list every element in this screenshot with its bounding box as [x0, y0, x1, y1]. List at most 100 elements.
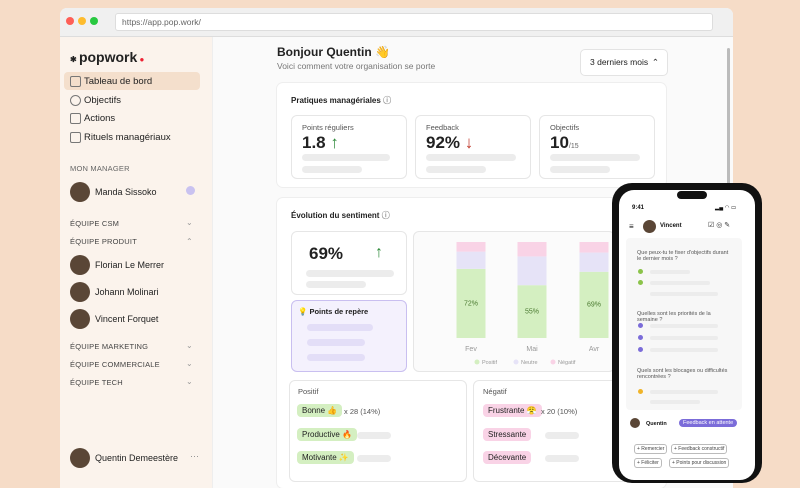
- chevron[interactable]: ⌄: [186, 377, 193, 386]
- greeting: Bonjour Quentin 👋: [277, 45, 390, 59]
- team[interactable]: ÉQUIPE TECH: [70, 378, 123, 387]
- avatar: [70, 182, 90, 202]
- dot: [638, 347, 643, 352]
- nav-item[interactable]: Actions: [84, 113, 116, 124]
- value-label: 72%: [464, 300, 478, 307]
- phone-name: Vincent: [660, 223, 682, 229]
- minimize[interactable]: [78, 17, 86, 25]
- word-tag: Motivante ✨: [297, 451, 354, 464]
- word-count: x 20 (10%): [541, 407, 578, 416]
- question: Quelles sont les priorités de la semaine…: [637, 311, 711, 323]
- nav-item[interactable]: Objectifs: [84, 95, 121, 106]
- logo: ✱ popwork ●: [70, 49, 145, 65]
- skeleton: [650, 281, 710, 285]
- skeleton: [302, 154, 390, 161]
- icon: [70, 95, 81, 106]
- question: Que peux-tu te fixer d'objectifs durant …: [637, 250, 729, 262]
- word-tag: Frustrante 😤: [483, 404, 542, 417]
- member[interactable]: Vincent Forquet: [95, 314, 159, 324]
- skeleton: [550, 166, 610, 173]
- skeleton: [307, 339, 365, 346]
- skeleton: [650, 348, 718, 352]
- team[interactable]: ÉQUIPE COMMERCIALE: [70, 360, 160, 369]
- member[interactable]: Johann Molinari: [95, 287, 159, 297]
- landmarks-title: 💡 Points de repère: [298, 307, 369, 316]
- dot: [638, 335, 643, 340]
- nav-item[interactable]: Rituels managériaux: [84, 132, 171, 143]
- skeleton: [550, 154, 640, 161]
- member[interactable]: Florian Le Merrer: [95, 260, 165, 270]
- page: https://app.pop.work/ ✱ popwork ● Tablea…: [60, 8, 762, 488]
- legend-swatch: [474, 359, 480, 365]
- stat-label: Points réguliers: [302, 123, 354, 132]
- chevron[interactable]: ⌄: [186, 341, 193, 350]
- team[interactable]: ÉQUIPE MARKETING: [70, 342, 149, 351]
- avatar: [643, 220, 656, 233]
- skeleton: [545, 432, 579, 439]
- box-title: Négatif: [483, 387, 507, 396]
- dot: [638, 323, 643, 328]
- status-icons: ▂▄ ◠ ▭: [715, 205, 737, 211]
- bar-segment: [517, 256, 547, 286]
- skeleton: [426, 154, 516, 161]
- trend: ↑: [375, 244, 383, 261]
- skeleton: [307, 324, 373, 331]
- skeleton: [545, 455, 579, 462]
- skeleton: [650, 336, 718, 340]
- scrollbar: [727, 48, 730, 188]
- bar-segment: [579, 271, 609, 338]
- icon: [70, 132, 81, 143]
- value-label: 55%: [525, 308, 539, 315]
- chevron[interactable]: ⌄: [186, 218, 193, 227]
- nav-active: [64, 72, 200, 90]
- stat-value: 92% ↓: [426, 133, 474, 152]
- skeleton: [650, 400, 700, 404]
- notch: [677, 191, 707, 199]
- icon: [70, 113, 81, 124]
- bar-segment: [517, 285, 547, 338]
- card-title: Évolution du sentiment ⓘ: [291, 211, 390, 220]
- status: Feedback en attente: [679, 419, 738, 427]
- team[interactable]: ÉQUIPE PRODUIT: [70, 237, 137, 246]
- icon: [70, 76, 81, 87]
- skeleton: [306, 270, 394, 277]
- phone-actions[interactable]: ☑ ◎ ✎: [708, 222, 731, 229]
- nav-item[interactable]: Tableau de bord: [84, 76, 153, 87]
- url-bar[interactable]: https://app.pop.work/: [115, 13, 713, 31]
- chevron[interactable]: ⌄: [186, 359, 193, 368]
- action[interactable]: + Points pour discussion: [669, 458, 730, 468]
- skeleton: [426, 166, 486, 173]
- team[interactable]: ÉQUIPE CSM: [70, 219, 120, 228]
- menu[interactable]: ≡: [629, 222, 634, 231]
- member[interactable]: Manda Sissoko: [95, 187, 157, 197]
- subtitle: Voici comment votre organisation se port…: [277, 61, 436, 71]
- skeleton: [650, 324, 718, 328]
- close[interactable]: [66, 17, 74, 25]
- dot: [638, 389, 643, 394]
- stat-label: Objectifs: [550, 123, 580, 132]
- avatar: [70, 309, 90, 329]
- question: Quels sont les blocages ou difficultés r…: [637, 368, 728, 380]
- legend-label: Neutre: [521, 360, 538, 366]
- skeleton: [650, 390, 718, 394]
- bar-segment: [579, 252, 609, 272]
- word-tag: Bonne 👍: [297, 404, 343, 417]
- period-select[interactable]: 3 derniers mois ⌃: [580, 49, 668, 76]
- avatar: [630, 418, 640, 428]
- maximize[interactable]: [90, 17, 98, 25]
- sentiment-chart: 72% Fev 55% Mai 69% Avr Positif Neutre Négatif: [456, 242, 609, 366]
- phone-time: 9:41: [632, 205, 645, 211]
- chevron[interactable]: ⌃: [186, 237, 193, 246]
- x-tick-label: Fev: [465, 346, 477, 353]
- word-tag: Stressante: [483, 428, 532, 441]
- action[interactable]: + Féliciter: [634, 458, 662, 468]
- bar-segment: [517, 242, 547, 257]
- action[interactable]: + Remercier: [634, 444, 668, 454]
- box-title: Positif: [298, 387, 319, 396]
- skeleton: [650, 270, 690, 274]
- user[interactable]: Quentin Demeestère: [95, 453, 179, 463]
- more[interactable]: ···: [190, 451, 199, 461]
- action[interactable]: + Feedback constructif: [671, 444, 728, 454]
- bar-segment: [456, 242, 486, 252]
- word-tag: Productive 🔥: [297, 428, 357, 441]
